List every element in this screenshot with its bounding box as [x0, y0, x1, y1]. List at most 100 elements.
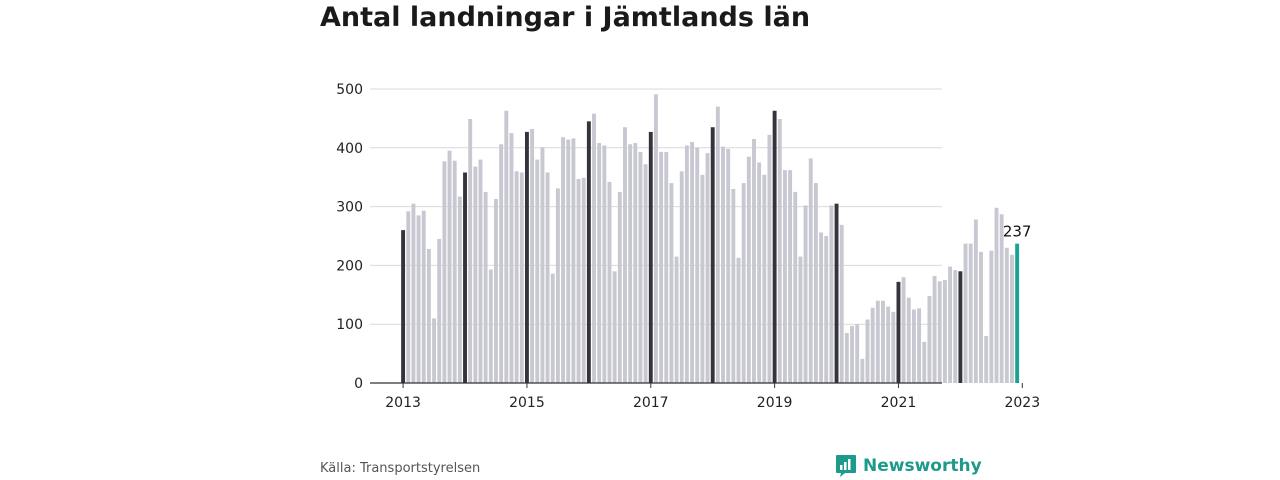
bar — [798, 256, 803, 383]
bar — [788, 170, 793, 383]
bar — [653, 94, 658, 383]
bar — [906, 297, 911, 383]
bar — [896, 281, 901, 383]
bar — [623, 127, 627, 383]
bar — [757, 162, 762, 383]
bar — [442, 161, 447, 383]
x-tick-label: 2019 — [757, 395, 793, 411]
bar — [494, 198, 498, 383]
bar — [638, 151, 643, 383]
bar — [1015, 243, 1020, 383]
bar — [726, 148, 731, 383]
bar — [948, 266, 953, 383]
bar — [844, 333, 849, 383]
bar — [535, 159, 540, 383]
bar — [473, 166, 478, 383]
bar — [1010, 254, 1014, 383]
bar — [488, 269, 493, 383]
bar — [922, 341, 927, 383]
bar — [607, 181, 612, 383]
bar — [979, 251, 983, 383]
bar — [875, 300, 880, 383]
bar — [597, 143, 602, 383]
bar — [581, 177, 586, 383]
bar — [499, 144, 504, 383]
bar — [566, 139, 571, 383]
y-tick-label: 0 — [354, 376, 363, 392]
bar — [901, 277, 906, 383]
bar — [731, 188, 736, 383]
bar — [953, 270, 958, 383]
bar — [968, 243, 973, 383]
bar — [586, 121, 591, 383]
bar — [803, 205, 808, 383]
bar — [452, 160, 457, 383]
x-tick-label: 2021 — [881, 395, 917, 411]
bar — [478, 159, 483, 383]
bar — [643, 164, 648, 383]
bar — [767, 134, 772, 383]
tick-labels: 0 100 200 300 400 500 2013 2015 2017 2019 2021 2023… — [336, 82, 1040, 411]
bar — [483, 191, 488, 383]
bar — [881, 300, 885, 383]
bar — [746, 156, 751, 383]
bar — [886, 306, 891, 383]
bar — [819, 232, 824, 383]
bar — [401, 230, 406, 383]
bar — [664, 151, 669, 383]
bar — [715, 106, 720, 383]
y-tick-label: 500 — [336, 82, 363, 98]
bar — [524, 131, 529, 383]
bar — [421, 210, 426, 383]
x-tick-label: 2017 — [633, 395, 669, 411]
bar — [762, 174, 767, 383]
bar — [690, 141, 695, 383]
bar — [834, 203, 839, 383]
axes — [370, 382, 1023, 388]
bar — [411, 203, 416, 383]
bar — [576, 178, 581, 383]
bar — [839, 224, 844, 383]
x-tick-label: 2013 — [385, 395, 421, 411]
bar — [973, 219, 978, 383]
bar — [860, 358, 865, 383]
bar — [437, 238, 442, 383]
bar — [772, 110, 777, 383]
x-tick-label: 2015 — [509, 395, 545, 411]
source-note: Källa: Transportstyrelsen — [320, 461, 481, 476]
bar — [612, 271, 617, 383]
brand-logo: Newsworthy — [835, 454, 982, 478]
bar — [669, 183, 674, 383]
bar — [695, 147, 700, 383]
bar — [432, 318, 437, 383]
y-tick-label: 100 — [336, 317, 363, 333]
bar — [426, 248, 431, 383]
last-value-label: 237 — [1003, 223, 1032, 241]
bar — [602, 145, 607, 383]
bar — [705, 153, 710, 383]
bar — [571, 138, 576, 383]
bar — [741, 183, 746, 383]
bar — [540, 147, 545, 383]
bar — [984, 335, 989, 383]
y-tick-label: 200 — [336, 258, 363, 274]
bar — [504, 110, 509, 383]
bar — [628, 144, 633, 383]
bar — [865, 319, 870, 383]
bar — [793, 191, 798, 383]
bar — [633, 143, 638, 383]
bar — [994, 207, 999, 383]
x-tick-label: 2023 — [1004, 395, 1040, 411]
bar — [942, 280, 947, 383]
bar — [550, 273, 555, 383]
bar — [617, 191, 622, 383]
bar — [674, 256, 679, 383]
bar — [829, 205, 834, 383]
bar — [736, 257, 741, 383]
y-tick-label: 400 — [336, 141, 363, 157]
bar — [463, 172, 467, 383]
bar — [999, 214, 1004, 383]
bar — [561, 137, 566, 383]
bar — [679, 171, 684, 383]
bar — [937, 281, 942, 383]
